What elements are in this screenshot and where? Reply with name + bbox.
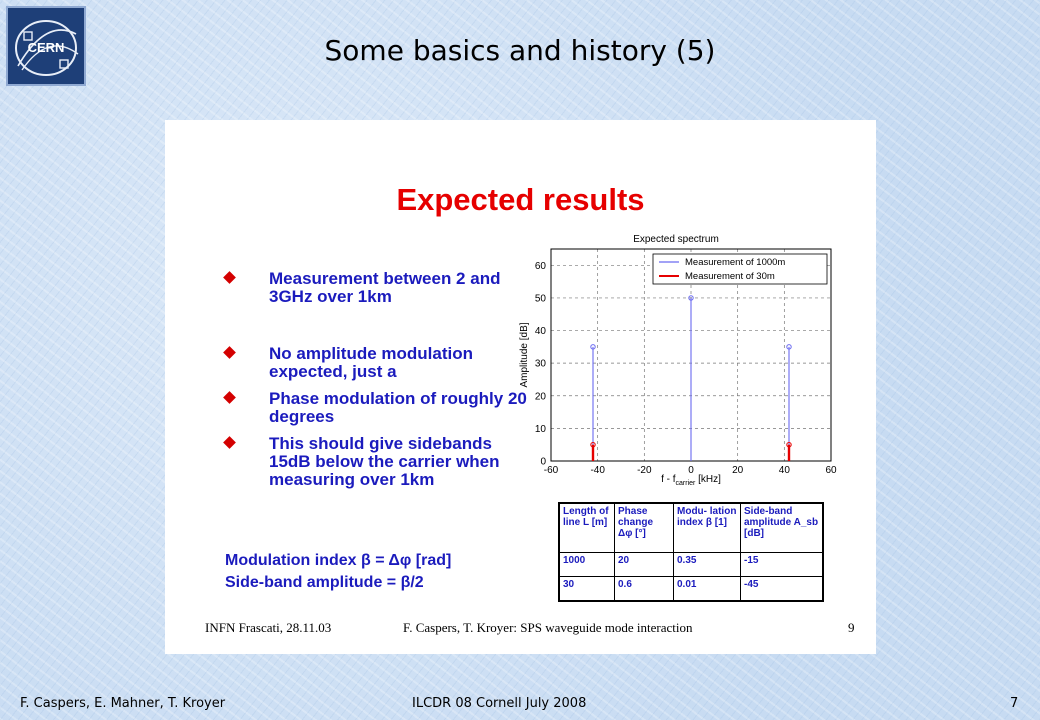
y-tick-label: 60 — [535, 261, 547, 272]
stem-marker — [786, 344, 792, 350]
y-tick-label: 50 — [535, 293, 547, 304]
slide-title: Some basics and history (5) — [324, 34, 716, 67]
x-axis-label-sub: carrier — [676, 480, 697, 487]
table-header-cell: Phase change Δφ [°] — [614, 502, 674, 553]
chart-marks — [590, 295, 792, 461]
diamond-bullet-icon — [223, 436, 236, 449]
table-cell: 30 — [558, 576, 615, 602]
x-tick-label: 40 — [779, 465, 791, 476]
diamond-bullet-icon — [223, 391, 236, 404]
y-tick-label: 20 — [535, 391, 547, 402]
x-tick-label: -60 — [544, 465, 559, 476]
chart-title: Expected spectrum — [633, 234, 719, 245]
x-axis-label: f - fcarrier [kHz] — [661, 474, 721, 487]
table-cell: -45 — [740, 576, 824, 602]
table-header-cell: Length of line L [m] — [558, 502, 615, 553]
x-axis-label-main: f - f — [661, 474, 676, 485]
panel-footer-left: INFN Frascati, 28.11.03 — [205, 620, 332, 635]
legend-box — [652, 253, 828, 285]
modulation-index-formula: Modulation index β = Δφ [rad] — [225, 552, 452, 569]
stem-marker — [786, 441, 792, 448]
table-header-cell: Side-band amplitude A_sb [dB] — [740, 502, 824, 553]
expected-spectrum-chart: Expected spectrum -60 -40 -20 0 20 40 60 0 10 20 3… — [519, 234, 837, 487]
chart-ticks: -60 -40 -20 0 20 40 60 0 10 20 30 40 50 60 — [535, 261, 837, 476]
table-cell: 0.01 — [673, 576, 741, 602]
diamond-bullet-icon — [223, 271, 236, 284]
stem-marker — [590, 441, 596, 448]
stem-marker — [688, 295, 694, 301]
embedded-slide-panel: Expected results Measurement between 2 a… — [165, 120, 876, 654]
panel-footer-center: F. Caspers, T. Kroyer: SPS waveguide mod… — [403, 620, 693, 635]
x-tick-label: 60 — [825, 465, 837, 476]
stem-marker — [590, 344, 596, 350]
panel-heading: Expected results — [396, 182, 645, 217]
panel-footer-page: 9 — [848, 620, 855, 635]
table-cell: 20 — [614, 552, 674, 577]
x-axis-label-unit: [kHz] — [695, 474, 721, 485]
legend-label-1000m: Measurement of 1000m — [685, 257, 785, 268]
bullet-text: Measurement between 2 and 3GHz over 1km — [269, 269, 501, 306]
footer-page-number: 7 — [1010, 696, 1019, 711]
table-row: 30 0.6 0.01 -45 — [558, 576, 824, 602]
logo-text: CERN — [28, 40, 65, 55]
x-tick-label: -40 — [590, 465, 605, 476]
table-cell: 1000 — [558, 552, 615, 577]
table-header-cell: Modu- lation index β [1] — [673, 502, 741, 553]
x-tick-label: 20 — [732, 465, 744, 476]
y-tick-label: 40 — [535, 326, 547, 337]
bullet-text: This should give sidebands 15dB below th… — [269, 434, 500, 489]
y-tick-label: 0 — [540, 457, 546, 468]
table-cell: 0.6 — [614, 576, 674, 602]
y-tick-label: 10 — [535, 424, 547, 435]
legend-label-30m: Measurement of 30m — [685, 271, 775, 282]
footer-event: ILCDR 08 Cornell July 2008 — [412, 696, 587, 711]
diamond-bullet-icon — [223, 346, 236, 359]
bullet-text: Phase modulation of roughly 20 degrees — [269, 389, 527, 426]
table-header-row: Length of line L [m] Phase change Δφ [°]… — [558, 502, 824, 553]
x-tick-label: -20 — [637, 465, 652, 476]
chart-legend: Measurement of 1000m Measurement of 30m — [652, 253, 828, 285]
bullet-text: No amplitude modulation expected, just a — [269, 344, 473, 381]
cern-logo: CERN — [6, 6, 86, 86]
x-tick-label: 0 — [688, 465, 694, 476]
y-tick-label: 30 — [535, 359, 547, 370]
y-axis-label: Amplitude [dB] — [519, 322, 530, 387]
sideband-amplitude-formula: Side-band amplitude = β/2 — [225, 574, 424, 591]
table-cell: 0.35 — [673, 552, 741, 577]
footer-authors: F. Caspers, E. Mahner, T. Kroyer — [20, 696, 226, 711]
parameter-table: Length of line L [m] Phase change Δφ [°]… — [558, 502, 824, 602]
table-row: 1000 20 0.35 -15 — [558, 552, 824, 577]
table-cell: -15 — [740, 552, 824, 577]
